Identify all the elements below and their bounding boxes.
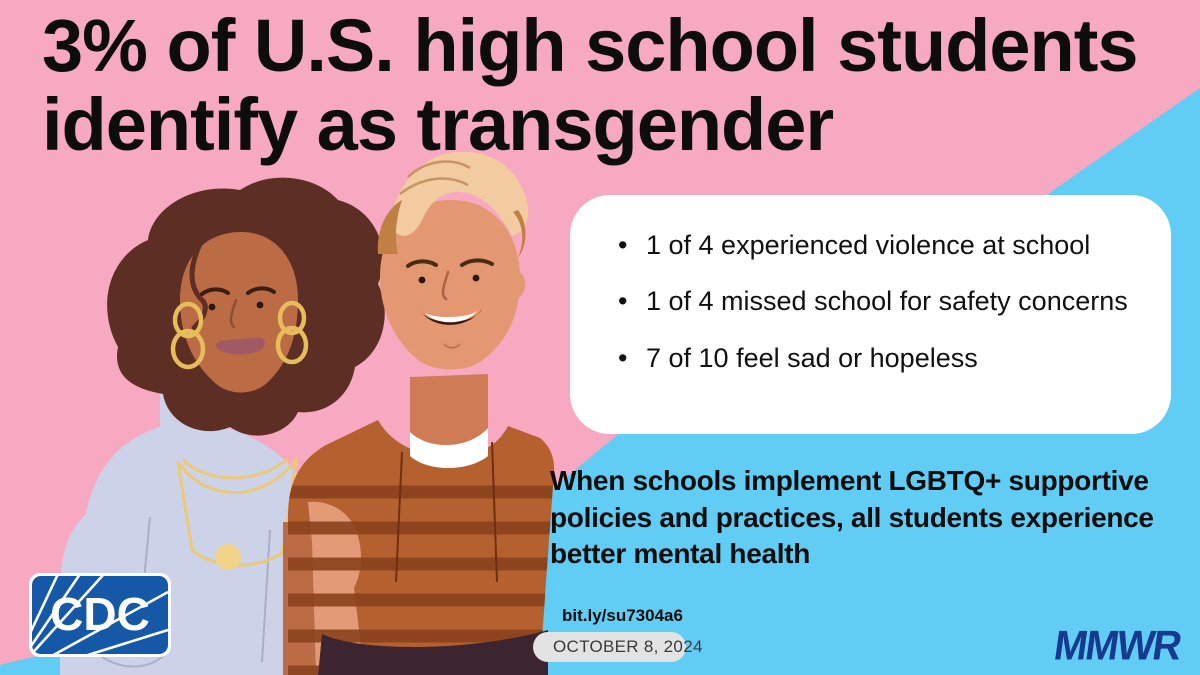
svg-text:CDC: CDC xyxy=(50,588,150,640)
